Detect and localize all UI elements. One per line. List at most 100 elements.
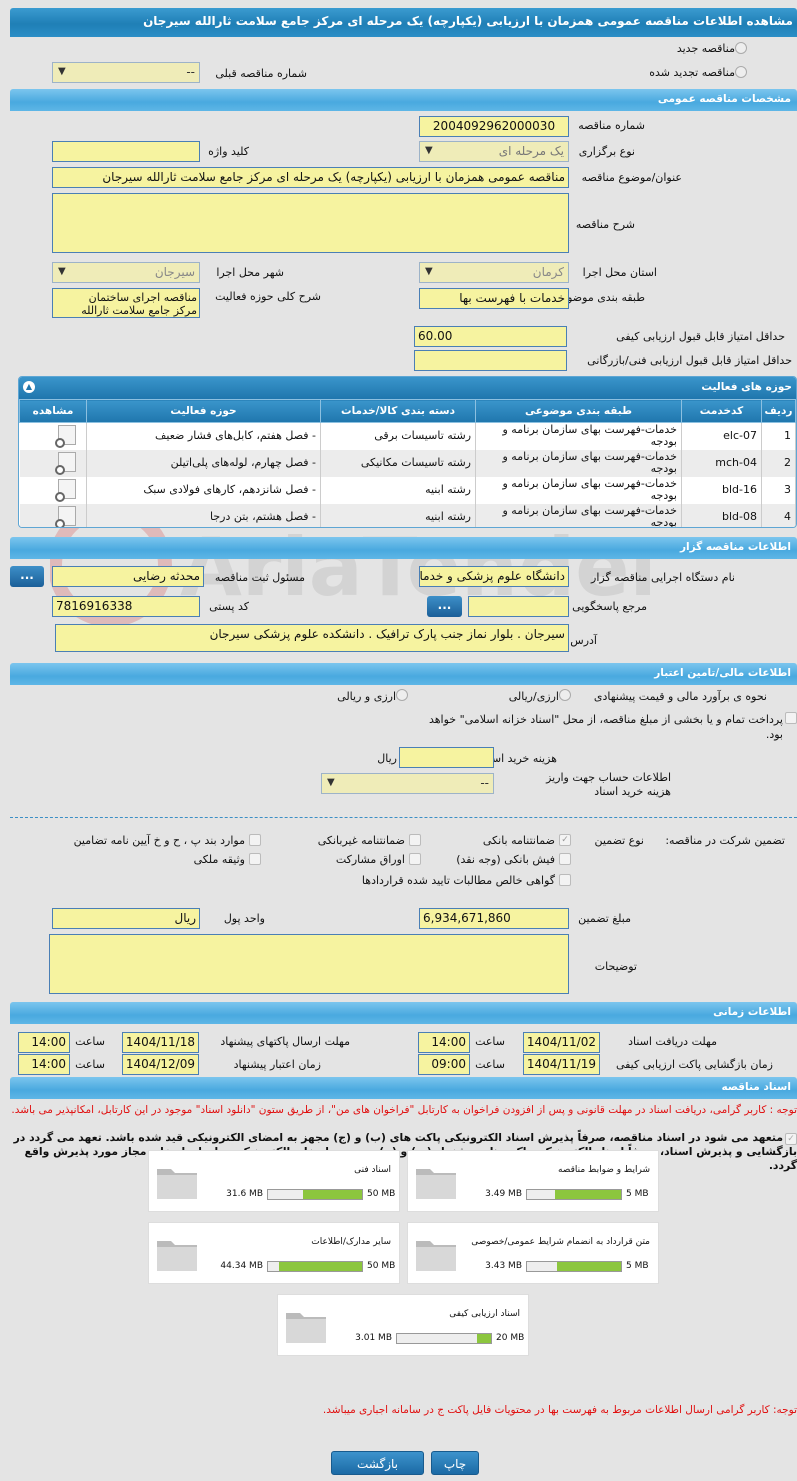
section-finance: اطلاعات مالی/تامین اعتبار [10,663,797,685]
guarantee-checkbox[interactable] [249,834,261,846]
document-title: اسناد ارزیابی کیفی [449,1309,520,1319]
radio-new-tender[interactable] [735,42,747,54]
receive-time-field[interactable]: 14:00 [418,1032,470,1053]
service-code: elc-07 [681,422,762,450]
guarantee-option-label: موارد بند پ ، ح و خ آیین نامه تضامین [73,834,245,847]
receive-date-field[interactable]: 1404/11/02 [523,1032,600,1053]
document-card[interactable]: اسناد ارزیابی کیفی 20 MB 3.01 MB [277,1294,529,1356]
guarantee-checkbox[interactable]: ✓ [559,834,571,846]
col-category: طبقه بندی موضوعی [475,399,682,423]
activity-desc-textarea[interactable]: مناقصه اجرای ساختمان مرکز جامع سلامت ثار… [52,288,200,318]
province-value: کرمان [532,265,564,279]
address-field[interactable]: سیرجان . بلوار نماز جنب پارک ترافیک . دا… [55,624,569,652]
print-button[interactable]: چاپ [431,1451,479,1475]
send-time-field[interactable]: 14:00 [18,1032,70,1053]
activity-area: - فصل هفتم، کابل‌های فشار ضعیف [86,422,321,450]
prev-number-select[interactable]: -- ▼ [52,62,200,83]
view-details-icon[interactable] [55,478,76,502]
document-card[interactable]: شرایط و ضوابط مناقصه 5 MB 3.49 MB [407,1150,659,1212]
document-size-bar [267,1189,363,1200]
row-number: 2 [761,449,796,477]
service-code: bld-16 [681,476,762,504]
open-date-field[interactable]: 1404/11/19 [523,1054,600,1075]
category: خدمات-فهرست بهای سازمان برنامه و بودجه [475,476,682,504]
subject-label: عنوان/موضوع مناقصه [581,171,682,184]
time-label: ساعت [475,1035,505,1048]
currency-field[interactable]: ریال [52,908,200,929]
guarantee-option-label: ضمانتنامه غیربانکی [317,834,405,847]
collapse-icon[interactable]: ▲ [23,381,35,393]
new-tender-label: مناقصه جدید [676,42,735,55]
notes-textarea[interactable] [49,934,569,994]
keyword-field[interactable] [52,141,200,162]
province-select[interactable]: کرمان ▼ [419,262,569,283]
folder-icon [157,1241,197,1271]
min-tech-label: حداقل امتیاز قابل قبول ارزیابی فنی/بازرگ… [587,354,792,367]
time-label: ساعت [75,1058,105,1071]
guarantee-checkbox[interactable] [559,874,571,886]
col-area: حوزه فعالیت [86,399,321,423]
description-textarea[interactable] [52,193,569,253]
treasury-checkbox[interactable] [785,712,797,724]
reference-field[interactable] [468,596,569,617]
guarantee-checkbox[interactable] [559,853,571,865]
folder-icon [286,1313,326,1343]
guarantee-checkbox[interactable] [409,853,421,865]
document-size-bar [526,1261,622,1272]
city-select[interactable]: سیرجان ▼ [52,262,200,283]
ref-label: مرجع پاسخگویی [572,600,647,613]
postal-code-field[interactable]: 7816916338 [52,596,200,617]
section-timing: اطلاعات زمانی [10,1002,797,1024]
method-label: نحوه ی برآورد مالی و قیمت پیشنهادی [593,690,767,703]
col-view: مشاهده [19,399,87,423]
table-row: 3 bld-16 خدمات-فهرست بهای سازمان برنامه و … [19,476,796,504]
divider [10,817,797,818]
view-details-icon[interactable] [55,424,76,448]
document-card[interactable]: سایر مدارک/اطلاعات 50 MB 44.34 MB [148,1222,400,1284]
type-select[interactable]: یک مرحله ای ▼ [419,141,569,162]
org-more-button[interactable]: ... [10,566,44,587]
valid-date-field[interactable]: 1404/12/09 [122,1054,199,1075]
guarantee-checkbox[interactable] [409,834,421,846]
row-number: 1 [761,422,796,450]
guarantee-type-label: نوع تضمین [594,834,644,847]
min-quality-field[interactable]: 60.00 [414,326,567,347]
guarantee-option-label: وثیقه ملکی [193,853,245,866]
org-field[interactable]: دانشگاه علوم پزشکی و خدمات [419,566,569,587]
group: رشته تاسیسات برقی [320,422,476,450]
min-tech-field[interactable] [414,350,567,371]
valid-time-field[interactable]: 14:00 [18,1054,70,1075]
back-button[interactable]: بازگشت [331,1451,424,1475]
radio-fx-rial[interactable] [396,689,408,701]
document-card[interactable]: اسناد فنی 50 MB 31.6 MB [148,1150,400,1212]
guarantee-option-label: فیش بانکی (وجه نقد) [456,853,555,866]
category: خدمات-فهرست بهای سازمان برنامه و بودجه [475,503,682,527]
responsible-field[interactable]: محدثه رضایی [52,566,204,587]
group: رشته ابنیه [320,476,476,504]
document-max-size: 50 MB [367,1189,396,1199]
category-field[interactable]: خدمات با فهرست بها [419,288,569,309]
reference-more-button[interactable]: ... [427,596,462,617]
view-details-icon[interactable] [55,505,76,527]
radio-renewed-tender[interactable] [735,66,747,78]
radio-rial[interactable] [559,689,571,701]
doc-cost-field[interactable] [399,747,494,768]
row-number: 4 [761,503,796,527]
doc-cost-label: هزینه خرید اسناد [480,752,557,765]
guarantee-amount-field[interactable]: 6,934,671,860 [419,908,569,929]
document-size: 3.01 MB [355,1333,392,1343]
view-details-icon[interactable] [55,451,76,475]
account-select[interactable]: -- ▼ [321,773,494,794]
activity-area: - فصل هشتم، بتن درجا [86,503,321,527]
subject-field[interactable]: مناقصه عمومی همزمان با ارزیابی (یکپارچه)… [52,167,569,188]
prev-number-label: شماره مناقصه قبلی [215,67,307,80]
guarantee-checkbox[interactable] [249,853,261,865]
address-label: آدرس [570,634,597,647]
documents-note: توجه : کاربر گرامی، دریافت اسناد در مهلت… [11,1104,797,1116]
document-card[interactable]: متن قرارداد به انضمام شرایط عمومی/خصوصی … [407,1222,659,1284]
tender-number-field[interactable]: 2004092962000030 [419,116,569,137]
send-date-field[interactable]: 1404/11/18 [122,1032,199,1053]
resp-label: مسئول ثبت مناقصه [214,571,305,584]
open-time-field[interactable]: 09:00 [418,1054,470,1075]
province-label: استان محل اجرا [582,266,657,279]
